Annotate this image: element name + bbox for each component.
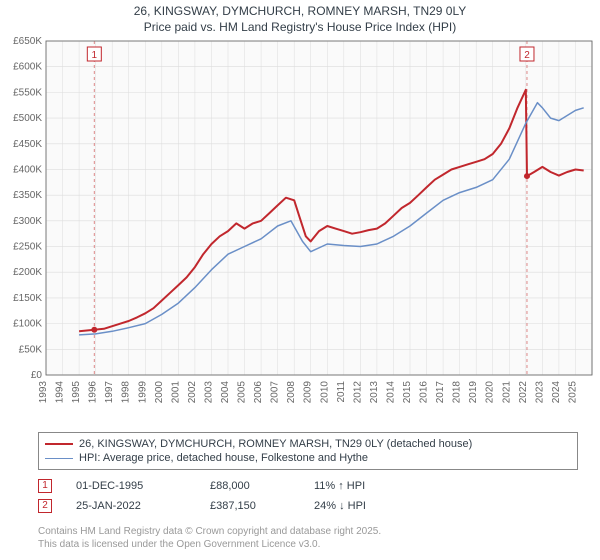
sale-delta: 11% ↑ HPI bbox=[314, 480, 414, 492]
svg-text:£550K: £550K bbox=[13, 88, 42, 99]
svg-text:2016: 2016 bbox=[419, 381, 430, 404]
legend-item: 26, KINGSWAY, DYMCHURCH, ROMNEY MARSH, T… bbox=[45, 437, 571, 451]
svg-text:2003: 2003 bbox=[203, 381, 214, 404]
svg-text:£650K: £650K bbox=[13, 36, 42, 47]
svg-text:2020: 2020 bbox=[485, 381, 496, 404]
svg-text:2009: 2009 bbox=[303, 381, 314, 404]
svg-text:2008: 2008 bbox=[286, 381, 297, 404]
svg-text:£450K: £450K bbox=[13, 139, 42, 150]
footnote-line-1: Contains HM Land Registry data © Crown c… bbox=[38, 526, 381, 539]
svg-text:2019: 2019 bbox=[468, 381, 479, 404]
svg-text:2004: 2004 bbox=[220, 381, 231, 404]
sale-delta: 24% ↓ HPI bbox=[314, 500, 414, 512]
legend-swatch bbox=[45, 443, 73, 445]
svg-text:2024: 2024 bbox=[551, 381, 562, 404]
svg-text:£400K: £400K bbox=[13, 165, 42, 176]
svg-text:2025: 2025 bbox=[567, 381, 578, 404]
legend: 26, KINGSWAY, DYMCHURCH, ROMNEY MARSH, T… bbox=[38, 432, 578, 470]
svg-text:2021: 2021 bbox=[501, 381, 512, 404]
title-line-2: Price paid vs. HM Land Registry's House … bbox=[0, 20, 600, 36]
svg-text:1999: 1999 bbox=[137, 381, 148, 404]
svg-text:£100K: £100K bbox=[13, 319, 42, 330]
svg-text:1996: 1996 bbox=[88, 381, 99, 404]
footnote: Contains HM Land Registry data © Crown c… bbox=[38, 526, 381, 551]
svg-text:2006: 2006 bbox=[253, 381, 264, 404]
svg-text:£250K: £250K bbox=[13, 242, 42, 253]
svg-text:2015: 2015 bbox=[402, 381, 413, 404]
legend-swatch bbox=[45, 458, 73, 459]
svg-text:1995: 1995 bbox=[71, 381, 82, 404]
svg-text:2023: 2023 bbox=[534, 381, 545, 404]
svg-text:£500K: £500K bbox=[13, 113, 42, 124]
svg-text:1998: 1998 bbox=[121, 381, 132, 404]
svg-text:£200K: £200K bbox=[13, 267, 42, 278]
sale-price: £387,150 bbox=[210, 500, 290, 512]
footnote-line-2: This data is licensed under the Open Gov… bbox=[38, 539, 381, 552]
svg-text:2001: 2001 bbox=[170, 381, 181, 404]
svg-text:£0: £0 bbox=[31, 370, 43, 381]
svg-text:2014: 2014 bbox=[385, 381, 396, 404]
svg-text:2002: 2002 bbox=[187, 381, 198, 404]
svg-text:1: 1 bbox=[92, 50, 98, 61]
title-line-1: 26, KINGSWAY, DYMCHURCH, ROMNEY MARSH, T… bbox=[0, 4, 600, 20]
svg-text:2017: 2017 bbox=[435, 381, 446, 404]
svg-text:2011: 2011 bbox=[336, 381, 347, 403]
svg-text:2007: 2007 bbox=[270, 381, 281, 404]
chart-title: 26, KINGSWAY, DYMCHURCH, ROMNEY MARSH, T… bbox=[0, 0, 600, 35]
svg-text:1997: 1997 bbox=[104, 381, 115, 404]
price-chart: £0 £50K £100K £150K £200K £250K £300K £350K £400… bbox=[0, 35, 600, 425]
svg-text:2018: 2018 bbox=[452, 381, 463, 404]
svg-text:2010: 2010 bbox=[319, 381, 330, 404]
legend-label: 26, KINGSWAY, DYMCHURCH, ROMNEY MARSH, T… bbox=[79, 438, 472, 450]
svg-text:£50K: £50K bbox=[19, 344, 43, 355]
svg-text:2012: 2012 bbox=[352, 381, 363, 404]
svg-text:2005: 2005 bbox=[237, 381, 248, 404]
svg-text:2: 2 bbox=[524, 50, 530, 61]
svg-text:2013: 2013 bbox=[369, 381, 380, 404]
sales-table: 1 01-DEC-1995 £88,000 11% ↑ HPI 2 25-JAN-2022… bbox=[38, 476, 578, 516]
svg-text:£150K: £150K bbox=[13, 293, 42, 304]
sale-marker-badge: 1 bbox=[38, 479, 52, 493]
svg-text:2022: 2022 bbox=[518, 381, 529, 404]
svg-text:£300K: £300K bbox=[13, 216, 42, 227]
sale-price: £88,000 bbox=[210, 480, 290, 492]
legend-label: HPI: Average price, detached house, Folk… bbox=[79, 452, 368, 464]
sale-date: 01-DEC-1995 bbox=[76, 480, 186, 492]
svg-text:1993: 1993 bbox=[38, 381, 49, 404]
sale-row: 1 01-DEC-1995 £88,000 11% ↑ HPI bbox=[38, 476, 578, 496]
svg-text:1994: 1994 bbox=[55, 381, 66, 404]
sale-date: 25-JAN-2022 bbox=[76, 500, 186, 512]
sale-row: 2 25-JAN-2022 £387,150 24% ↓ HPI bbox=[38, 496, 578, 516]
sale-marker-badge: 2 bbox=[38, 499, 52, 513]
svg-text:£600K: £600K bbox=[13, 62, 42, 73]
legend-item: HPI: Average price, detached house, Folk… bbox=[45, 451, 571, 465]
svg-text:2000: 2000 bbox=[154, 381, 165, 404]
svg-text:£350K: £350K bbox=[13, 190, 42, 201]
